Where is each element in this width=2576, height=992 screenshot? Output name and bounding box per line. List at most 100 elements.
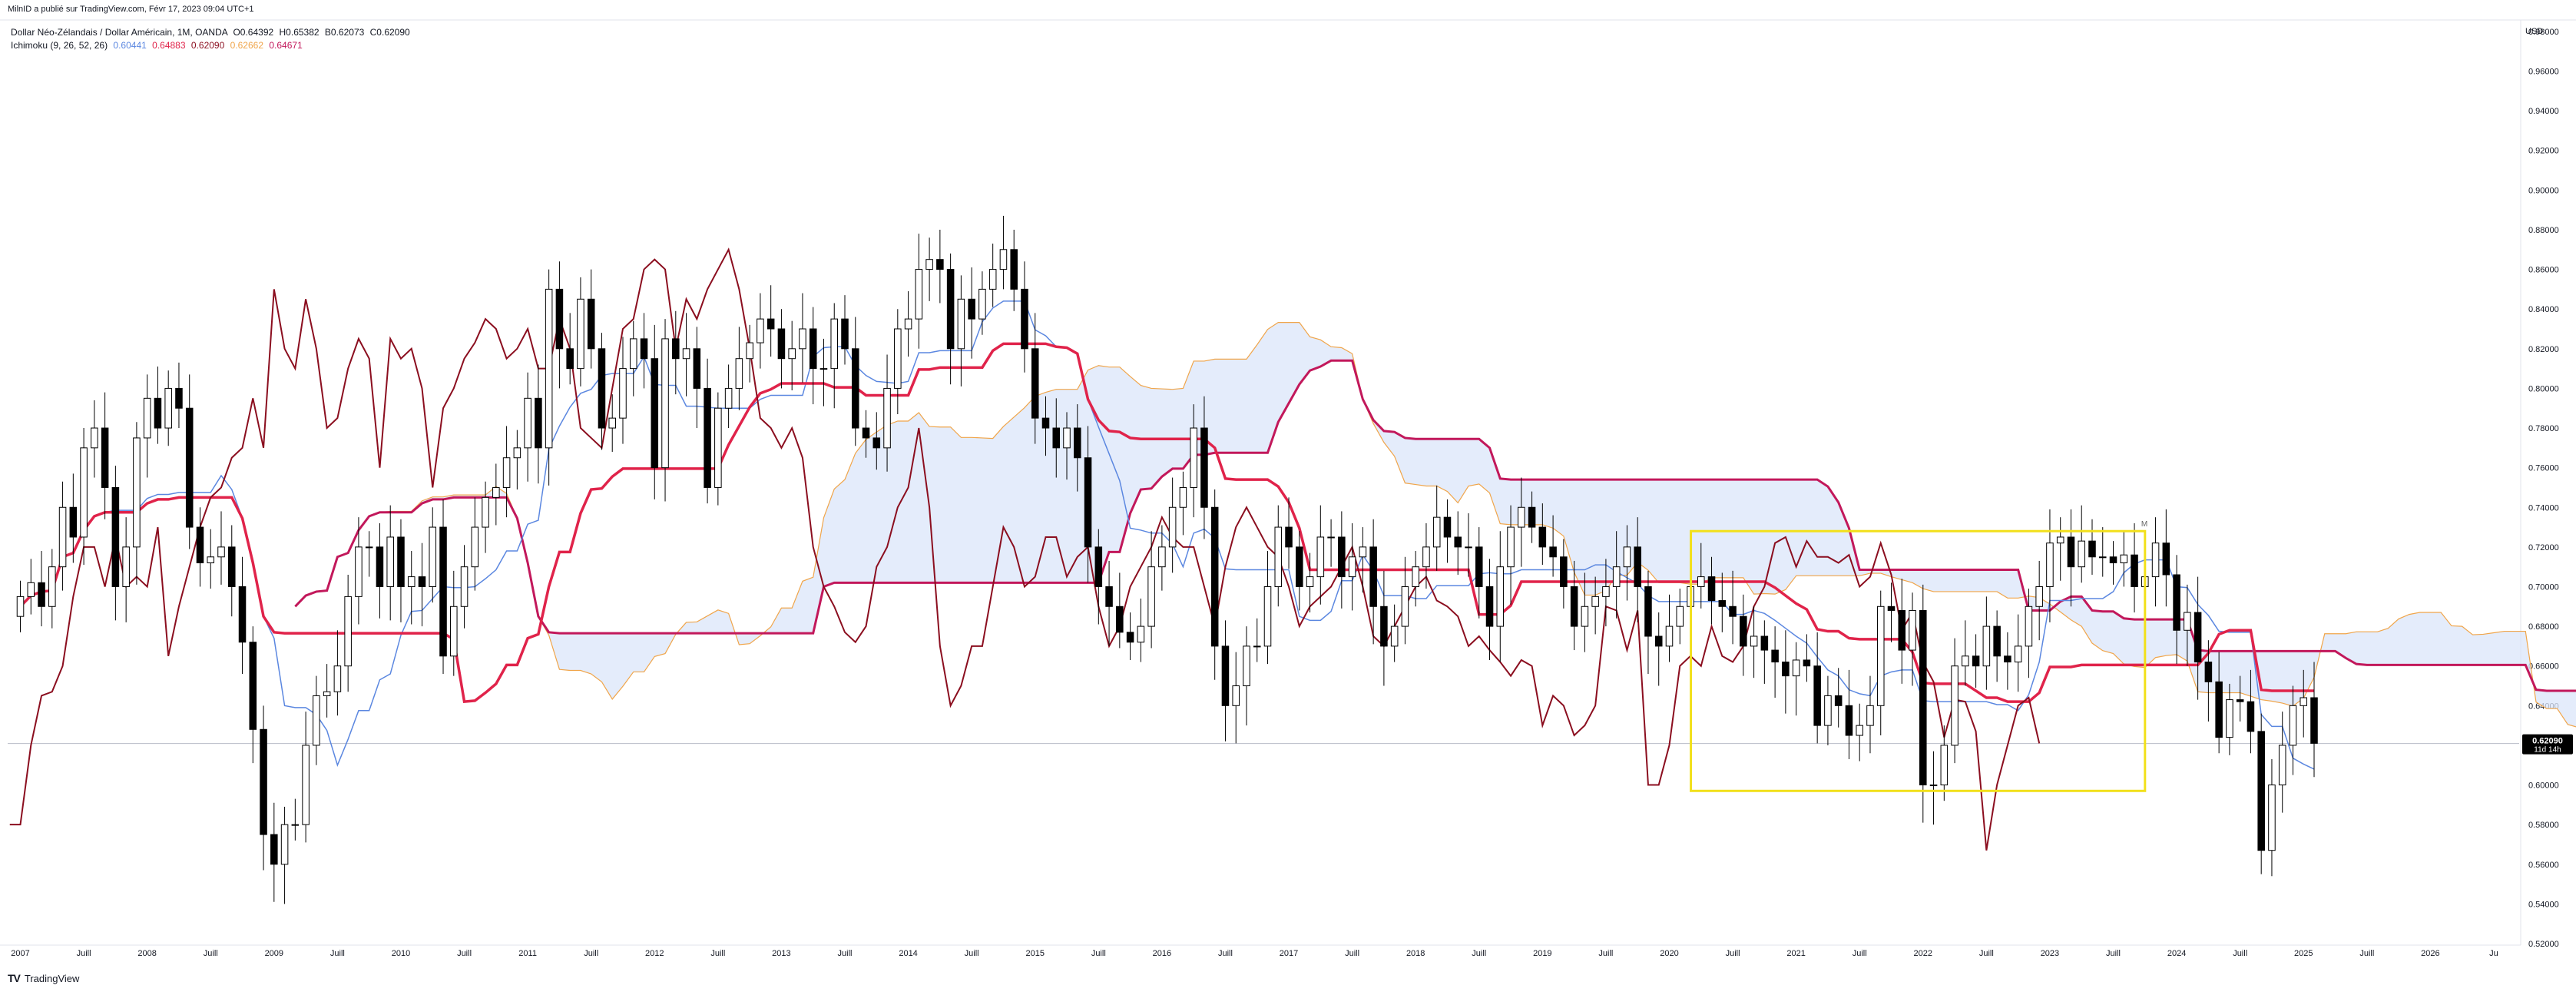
x-tick-label: 2023	[2041, 949, 2059, 958]
candle	[608, 417, 616, 429]
candle	[1962, 655, 1969, 667]
candle	[651, 358, 659, 469]
candle	[344, 596, 352, 667]
span-b-line	[294, 359, 2576, 692]
candle	[714, 407, 722, 488]
candle	[1707, 576, 1716, 602]
candle	[2247, 701, 2255, 732]
candle	[2109, 556, 2117, 564]
x-tick-label: 2022	[1914, 949, 1932, 958]
x-tick-label: 2014	[899, 949, 917, 958]
candle	[545, 288, 553, 449]
indicator-value-tenkan: 0.60441	[113, 40, 147, 51]
candle	[809, 328, 817, 370]
candle	[1074, 427, 1081, 459]
candle	[1591, 596, 1599, 607]
candle	[1538, 526, 1547, 548]
candle	[1084, 457, 1092, 548]
symbol-title[interactable]: Dollar Néo-Zélandais / Dollar Américain,…	[11, 27, 228, 38]
y-tick-label: 0.54000	[2528, 900, 2559, 909]
candle	[1422, 546, 1430, 568]
y-tick-label: 0.98000	[2528, 28, 2559, 37]
candle	[492, 486, 500, 498]
candle	[482, 496, 489, 528]
candle	[1803, 659, 1811, 667]
candle	[1253, 645, 1261, 648]
highlight-box	[1690, 529, 2147, 792]
candle	[154, 397, 162, 429]
candle	[1041, 417, 1050, 429]
candle	[313, 695, 320, 746]
candle	[365, 546, 373, 549]
candle	[1232, 685, 1240, 706]
candle	[757, 318, 764, 343]
x-tick-label: 2025	[2294, 949, 2313, 958]
candle	[1644, 586, 1652, 637]
candle	[1296, 546, 1303, 587]
candle	[471, 526, 479, 568]
candle	[2067, 536, 2075, 568]
candle	[1782, 662, 1790, 677]
candle	[1760, 635, 1769, 651]
candle	[1697, 576, 1705, 587]
candle	[851, 348, 859, 429]
candle	[1158, 546, 1166, 568]
candle	[1982, 625, 1991, 667]
x-tick-label: Juill	[584, 949, 598, 958]
indicator-name[interactable]: Ichimoku (9, 26, 52, 26)	[11, 40, 108, 51]
candle	[270, 834, 278, 865]
x-tick-label: 2010	[392, 949, 410, 958]
candle	[1792, 659, 1800, 677]
candle	[111, 486, 120, 587]
candle	[1676, 605, 1684, 627]
candle	[1528, 506, 1536, 528]
candle	[682, 348, 690, 360]
candle	[450, 605, 458, 657]
candle	[1771, 649, 1779, 663]
candle	[101, 427, 109, 488]
candle	[16, 596, 25, 617]
candle	[524, 397, 531, 449]
candle	[1972, 655, 1980, 667]
candle	[1221, 645, 1230, 706]
candle	[1718, 600, 1727, 607]
candle	[799, 328, 806, 350]
brand-footer[interactable]: TV TradingView	[8, 972, 79, 984]
candle	[1876, 605, 1885, 706]
candle	[1179, 486, 1187, 508]
candle	[143, 397, 151, 439]
candle	[577, 298, 584, 370]
candle	[280, 824, 289, 865]
x-tick-label: Juill	[1091, 949, 1106, 958]
candle	[175, 387, 183, 409]
candle	[1380, 605, 1388, 647]
tenkan-line	[19, 300, 2315, 770]
candle	[439, 526, 447, 657]
candle	[2014, 645, 2022, 663]
candle	[133, 437, 141, 548]
y-tick-label: 0.84000	[2528, 305, 2559, 314]
y-tick-label: 0.96000	[2528, 68, 2559, 77]
candle	[661, 338, 669, 469]
indicator-value-span-a: 0.62662	[230, 40, 264, 51]
candle	[1750, 635, 1758, 647]
candle	[2226, 699, 2233, 738]
candle	[2215, 681, 2223, 738]
candle	[704, 387, 711, 488]
candle	[904, 318, 912, 330]
candle	[777, 328, 786, 360]
y-tick-label: 0.82000	[2528, 345, 2559, 354]
candle	[1210, 506, 1219, 647]
candle	[1560, 556, 1568, 587]
x-tick-label: Juill	[1853, 949, 1867, 958]
x-tick-label: Juill	[457, 949, 472, 958]
candle	[1432, 516, 1441, 548]
y-tick-label: 0.90000	[2528, 186, 2559, 195]
candle	[122, 546, 130, 587]
candle	[217, 546, 225, 558]
candle	[2268, 785, 2276, 851]
x-tick-label: 2015	[1025, 949, 1044, 958]
candle	[1126, 632, 1134, 643]
candle	[38, 582, 45, 607]
